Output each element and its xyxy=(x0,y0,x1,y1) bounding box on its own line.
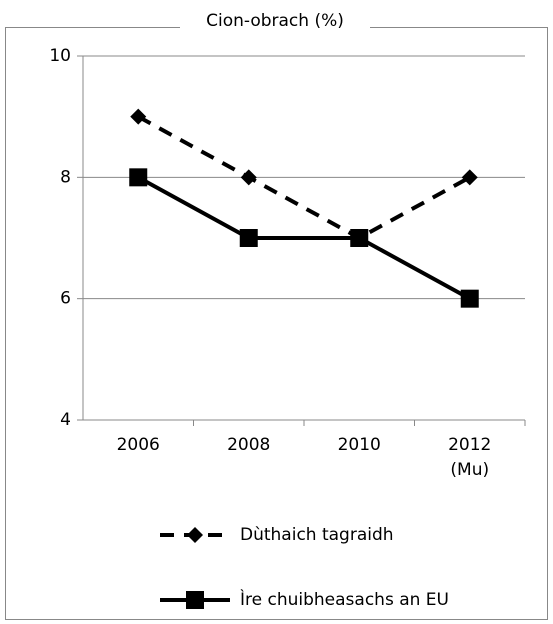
series-line xyxy=(137,114,471,241)
data-point xyxy=(461,169,478,186)
y-tick-label: 10 xyxy=(49,46,71,66)
title-background xyxy=(180,10,370,34)
x-tick-label: 2012 (Mu) xyxy=(448,435,491,480)
data-point xyxy=(239,229,258,247)
y-tick-label: 6 xyxy=(60,289,71,309)
x-tick-label: 2008 xyxy=(227,435,270,455)
y-tick-label: 4 xyxy=(60,410,71,430)
data-point xyxy=(129,168,148,187)
data-point xyxy=(460,289,479,308)
chart-title: Cion-obrach (%) xyxy=(206,11,344,31)
data-point xyxy=(350,229,369,247)
x-tick-label: 2010 xyxy=(338,435,381,455)
y-tick-label: 8 xyxy=(60,167,71,187)
legend-marker xyxy=(187,527,203,543)
x-tick-label: 2006 xyxy=(117,435,160,455)
data-point xyxy=(240,169,257,186)
legend-label: Dùthaich tagraidh xyxy=(240,525,394,545)
data-point xyxy=(130,108,147,125)
legend-label: Ìre chuibheasachs an EU xyxy=(240,588,449,610)
legend-marker xyxy=(186,591,204,609)
series-line xyxy=(137,175,471,301)
